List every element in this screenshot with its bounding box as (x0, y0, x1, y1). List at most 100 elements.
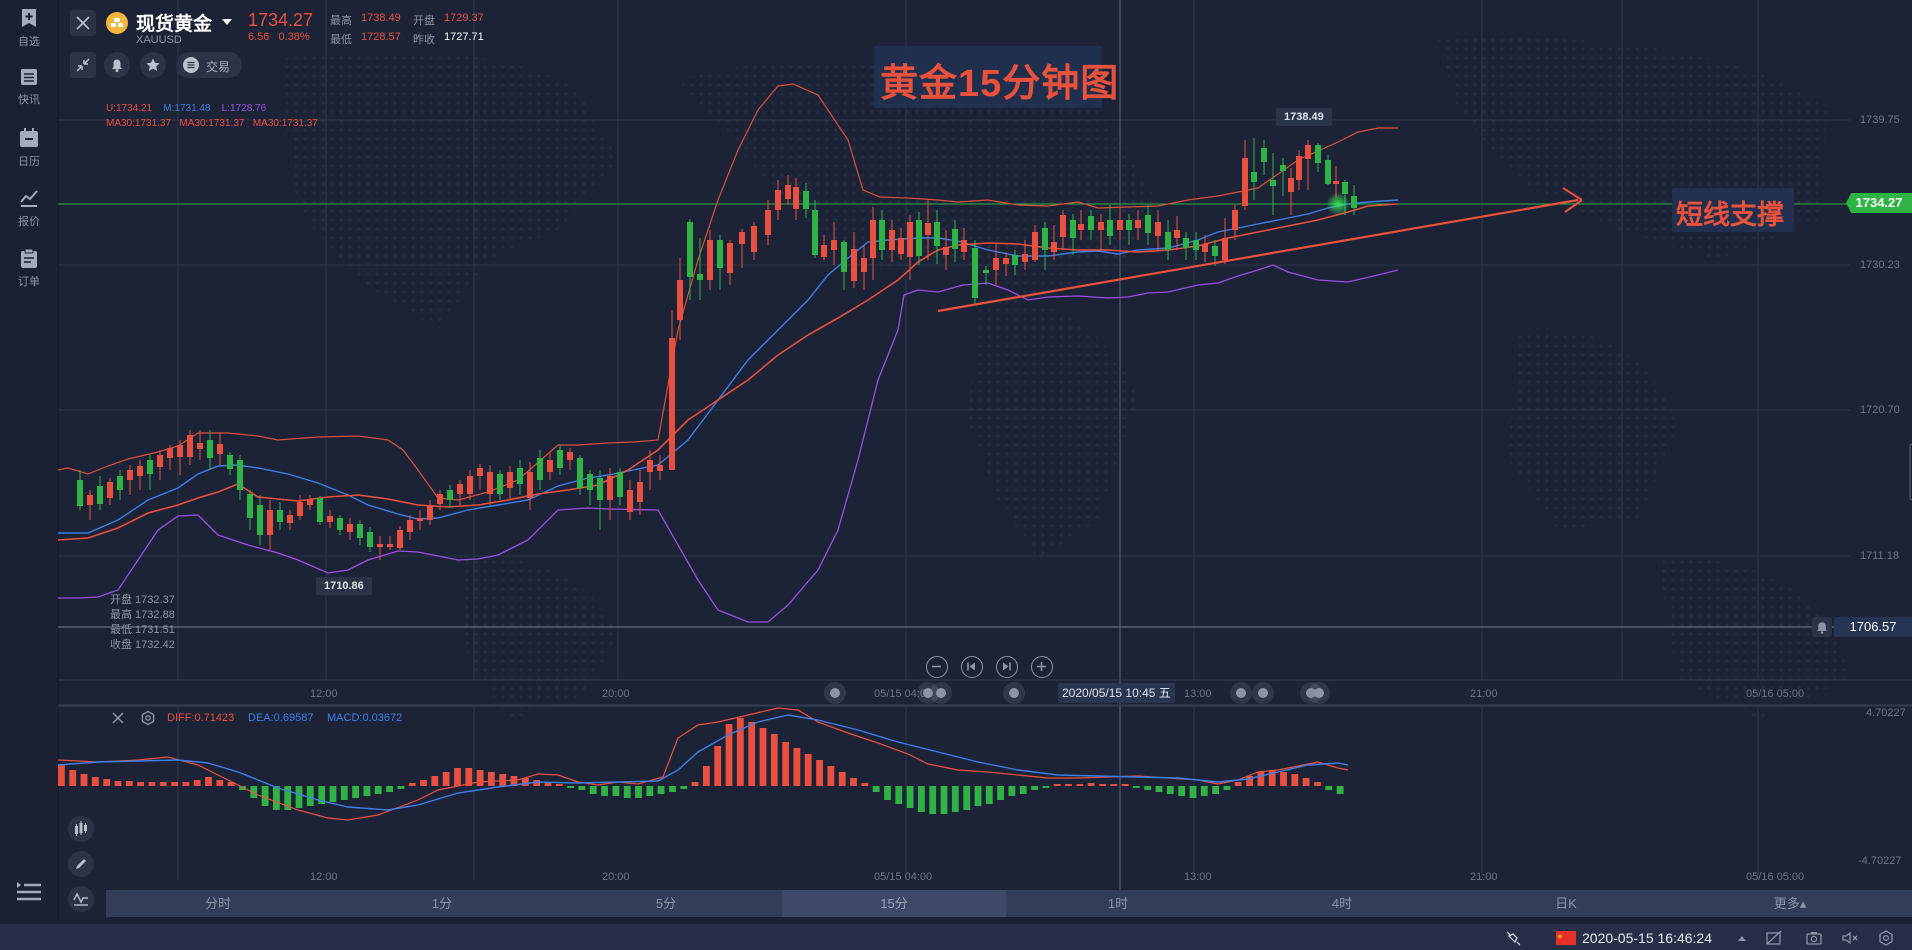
ma-legend: MA30:1731.37 MA30:1731.37 MA30:1731.37 (106, 118, 318, 129)
calendar-icon (20, 128, 38, 147)
time-tick: 12:00 (310, 688, 338, 700)
alert-button[interactable] (104, 52, 130, 78)
high-marker: 1738.49 (1276, 108, 1332, 126)
mute-icon[interactable] (1840, 930, 1860, 946)
close-chart-button[interactable] (70, 10, 96, 36)
grid-lines (58, 0, 1850, 880)
bell-icon (112, 59, 122, 72)
timeframe-tab-active[interactable]: 15分 (782, 890, 1006, 917)
timeframe-tab[interactable]: 5分 (655, 896, 677, 911)
open-label: 开盘 (413, 15, 435, 27)
skip-forward-icon (1003, 662, 1011, 671)
news-event-marker[interactable] (930, 682, 952, 704)
status-datetime: 2020-05-15 16:46:24 (1582, 930, 1712, 946)
time-tick: 13:00 (1184, 871, 1212, 883)
sidebar-item-quotes[interactable]: 报价 (0, 188, 58, 229)
camera-icon[interactable] (1804, 930, 1824, 946)
macd-axis-bottom: -4.70227 (1858, 855, 1902, 867)
indicator-settings-icon[interactable] (140, 710, 156, 726)
collapse-button[interactable] (70, 52, 96, 78)
macd-diff-line (58, 707, 1349, 821)
boll-lower-value: L:1728.76 (221, 103, 267, 114)
time-tick: 21:00 (1470, 871, 1498, 883)
scroll-start-button[interactable] (961, 656, 983, 678)
indicator-button[interactable] (68, 886, 94, 912)
ma30-value: MA30:1731.37 (106, 118, 172, 129)
low-label: 最低 (330, 34, 352, 46)
sidebar-label: 订单 (18, 276, 40, 288)
boll-middle-value: M:1731.48 (163, 103, 211, 114)
time-tick: 12:00 (310, 871, 338, 883)
sidebar-item-news[interactable]: 快讯 (0, 68, 58, 107)
scroll-end-button[interactable] (996, 656, 1018, 678)
close-icon (76, 16, 90, 30)
settings-gear-icon[interactable] (1876, 930, 1896, 946)
high-label: 最高 (330, 15, 352, 27)
price-change: 6.56 0.38% (248, 31, 310, 43)
macd-axis-top: 4.70227 (1866, 707, 1906, 719)
time-tick: 20:00 (602, 688, 630, 700)
candlesticks (77, 138, 1357, 560)
news-event-marker[interactable] (1252, 682, 1274, 704)
collapse-menu-icon[interactable] (16, 880, 42, 904)
boll-upper-line (58, 83, 1398, 501)
star-icon (146, 58, 160, 71)
sidebar-label: 快讯 (18, 94, 40, 106)
boll-middle-line (58, 199, 1399, 534)
sidebar-item-orders[interactable]: 订单 (0, 248, 58, 289)
candlestick-icon (75, 821, 87, 836)
order-clipboard-icon (21, 248, 37, 268)
shrink-arrows-icon (76, 58, 90, 72)
pencil-icon (76, 859, 86, 869)
draw-tool-button[interactable] (68, 851, 94, 877)
sidebar-label: 自选 (18, 36, 40, 48)
macd-histogram (58, 718, 1344, 814)
news-event-marker[interactable] (1308, 682, 1330, 704)
zoom-out-button[interactable] (926, 656, 948, 678)
timeframe-tab[interactable]: 4时 (1331, 896, 1353, 911)
instrument-name[interactable]: 现货黄金 (136, 14, 213, 35)
news-event-marker[interactable] (1003, 682, 1025, 704)
low-value: 1728.57 (361, 31, 401, 43)
plus-icon (1037, 662, 1046, 671)
sidebar-label: 报价 (18, 216, 40, 228)
screen-off-icon[interactable] (1764, 930, 1784, 946)
instrument-dropdown-icon[interactable] (222, 19, 232, 25)
time-tick: 05/15 04:00 (874, 688, 933, 700)
timeframe-tab[interactable]: 分时 (204, 896, 231, 911)
news-event-marker[interactable] (917, 682, 939, 704)
trade-label: 交易 (206, 60, 231, 74)
favorite-button[interactable] (140, 52, 166, 78)
timeframe-tab[interactable]: 日K (1555, 896, 1577, 911)
chart-area[interactable]: 现货黄金 XAUUSD 1734.27 6.56 0.38% 最高 1738.4… (58, 0, 1912, 920)
bell-icon (1817, 622, 1827, 634)
ma30-value: MA30:1731.37 (252, 118, 318, 129)
connection-icon[interactable] (1504, 930, 1524, 946)
open-value: 1729.37 (444, 12, 484, 24)
timeframe-tab[interactable]: 1时 (1107, 896, 1129, 911)
macd-dea-value: DEA:0.69587 (248, 712, 314, 724)
expand-up-icon[interactable] (1732, 930, 1752, 946)
price-alert-button[interactable] (1812, 617, 1832, 637)
trade-button[interactable]: 交易 (176, 52, 242, 78)
sidebar-item-calendar[interactable]: 日历 (0, 128, 58, 169)
timeframe-more-button[interactable]: 更多▴ (1773, 896, 1807, 911)
candlestick-chart[interactable] (58, 0, 1912, 920)
sidebar-label: 日历 (18, 156, 40, 168)
support-note-annotation: 短线支撑 (1676, 200, 1784, 230)
news-event-marker[interactable] (1230, 682, 1252, 704)
time-tick: 21:00 (1470, 688, 1498, 700)
time-tick: 20:00 (602, 871, 630, 883)
news-event-marker[interactable] (1300, 682, 1322, 704)
ohlc-high: 最高 1732.88 (110, 609, 175, 621)
boll-lower-line (58, 264, 1399, 623)
close-indicator-icon[interactable] (110, 710, 126, 726)
current-price-tag: 1734.27 (1846, 193, 1912, 213)
sidebar-item-watchlist[interactable]: 自选 (0, 8, 58, 49)
timeframe-tab[interactable]: 1分 (431, 896, 453, 911)
zoom-in-button[interactable] (1031, 656, 1053, 678)
time-tick: 13:00 (1184, 688, 1212, 700)
chart-type-button[interactable] (68, 816, 94, 842)
news-event-marker[interactable] (824, 682, 846, 704)
prev-close-value: 1727.71 (444, 31, 484, 43)
